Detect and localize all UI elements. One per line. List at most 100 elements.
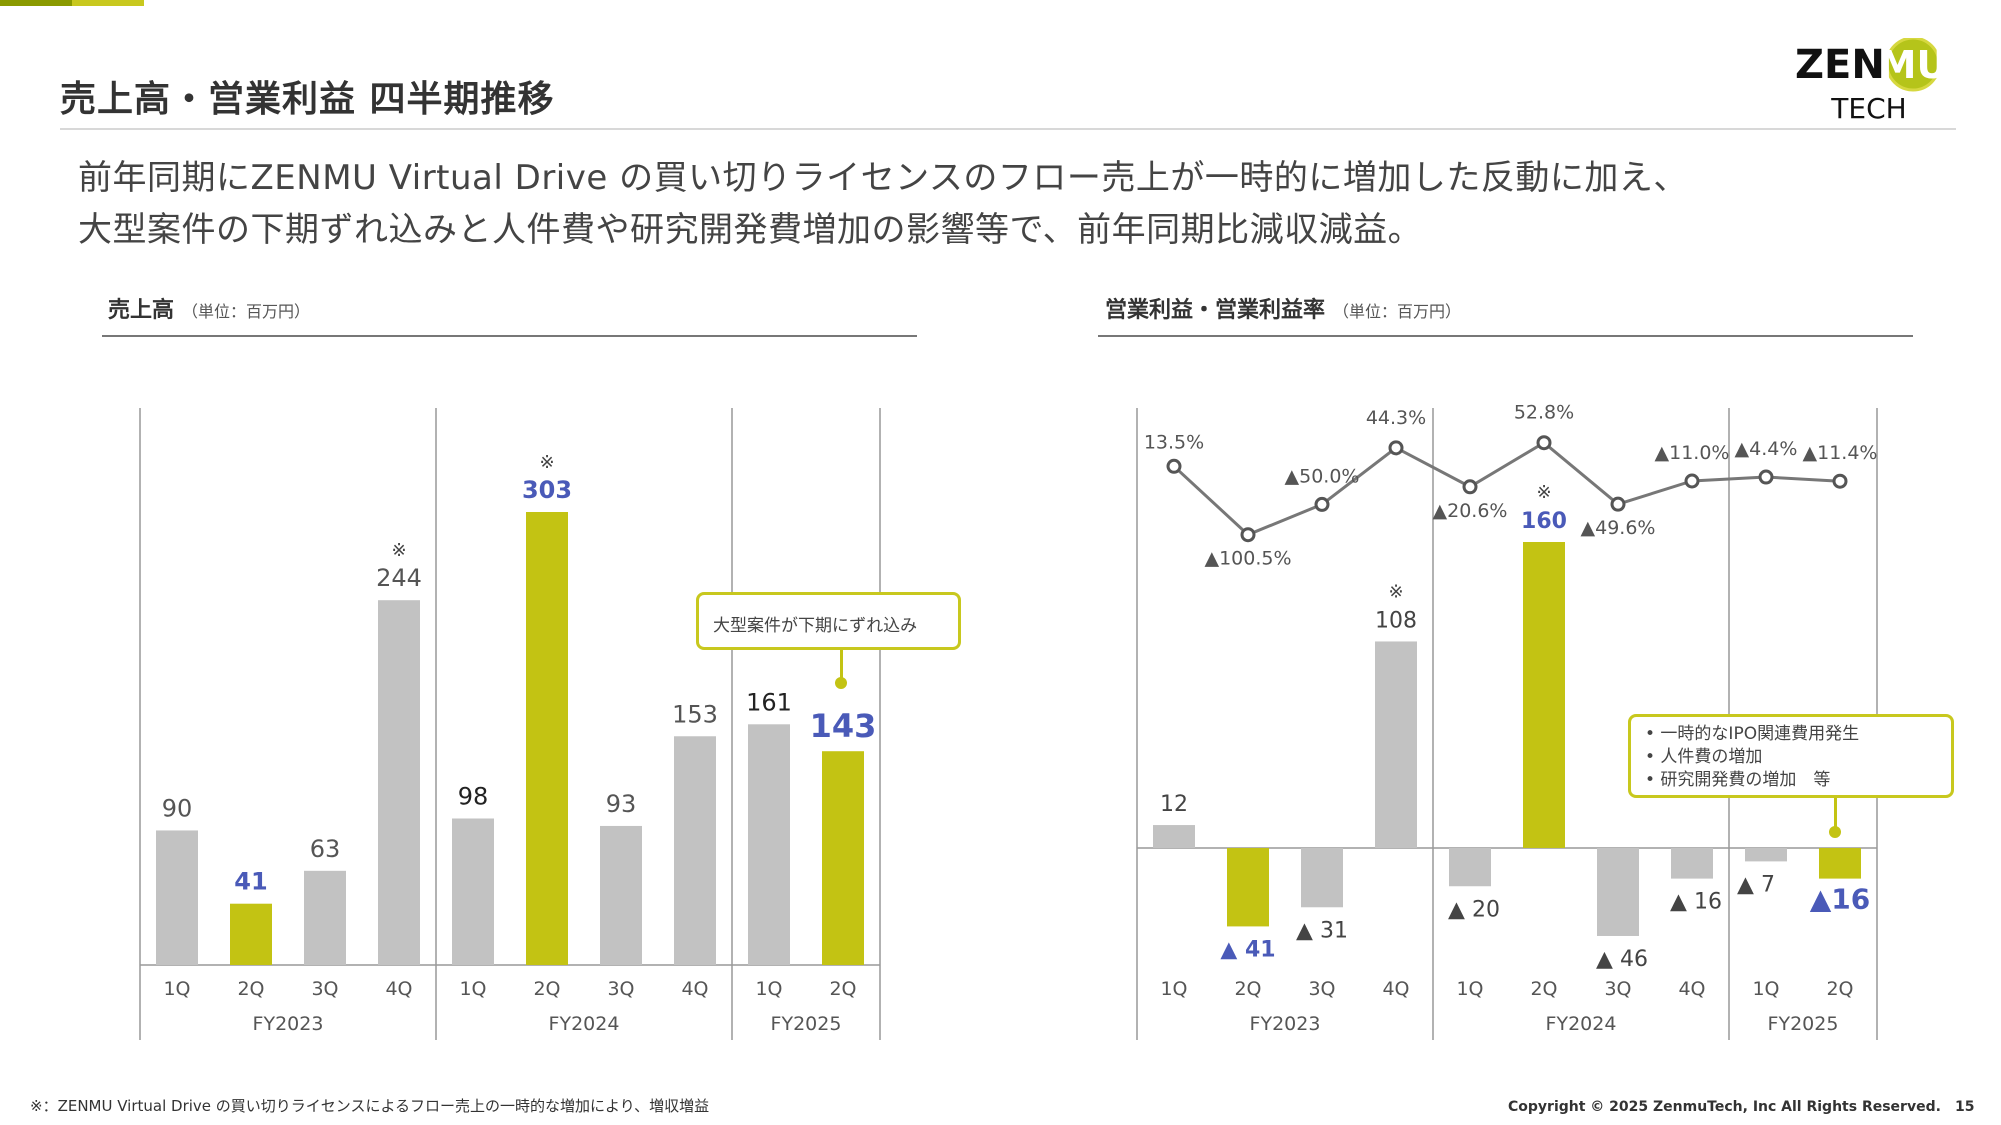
profit-value-label: 108	[1375, 608, 1417, 633]
sales-bar	[452, 818, 494, 965]
company-logo: ZEN MU TECH	[1795, 38, 1948, 122]
sales-category-label: 1Q	[163, 978, 190, 1000]
profit-bar	[1523, 542, 1565, 848]
sales-callout: 大型案件が下期にずれ込み	[696, 592, 961, 650]
sales-category-label: 4Q	[681, 978, 708, 1000]
profit-category-label: 2Q	[1826, 978, 1853, 1000]
sales-note-mark: ※	[539, 452, 554, 473]
sales-category-label: 1Q	[459, 978, 486, 1000]
sales-value-label: 63	[310, 835, 341, 863]
sales-value-label: 98	[458, 782, 489, 810]
sales-callout-connector	[840, 650, 843, 682]
profit-value-label: ▲ 31	[1296, 918, 1348, 943]
profit-category-label: 1Q	[1752, 978, 1779, 1000]
profit-category-label: 4Q	[1678, 978, 1705, 1000]
sales-fiscal-year-label: FY2025	[771, 1013, 842, 1035]
sales-category-label: 3Q	[607, 978, 634, 1000]
sales-category-label: 3Q	[311, 978, 338, 1000]
margin-line	[1172, 440, 1841, 537]
sales-section-title: 売上高 （単位：百万円）	[108, 292, 310, 324]
sales-chart-title: 売上高	[108, 298, 175, 323]
page-title: 売上高・営業利益 四半期推移	[60, 79, 555, 120]
profit-callout-connector	[1834, 798, 1837, 832]
sales-callout-dot	[835, 677, 847, 689]
profit-bar	[1301, 848, 1343, 908]
sales-category-label: 2Q	[237, 978, 264, 1000]
profit-chart-title: 営業利益・営業利益率	[1105, 298, 1326, 323]
sales-bar	[230, 903, 272, 965]
profit-bar	[1227, 848, 1269, 927]
margin-value-label: 13.5%	[1144, 431, 1204, 453]
profit-callout: • 一時的なIPO関連費用発生 • 人件費の増加 • 研究開発費の増加 等	[1628, 714, 1954, 798]
margin-point	[1462, 479, 1478, 495]
profit-callout-dot	[1829, 826, 1841, 838]
top-accent-bar	[0, 0, 72, 6]
sales-value-label: 161	[746, 688, 792, 716]
margin-point	[1314, 496, 1330, 512]
copyright: Copyright © 2025 ZenmuTech, Inc All Righ…	[1508, 1099, 1941, 1115]
page-number: 15	[1955, 1099, 1975, 1115]
profit-category-label: 2Q	[1530, 978, 1557, 1000]
sales-value-label: 41	[234, 868, 267, 896]
sales-value-label: 93	[606, 790, 637, 818]
margin-point	[1832, 473, 1848, 489]
sales-bar	[526, 512, 568, 965]
footnote: ※：ZENMU Virtual Drive の買い切りライセンスによるフロー売上…	[30, 1097, 710, 1115]
sales-bar	[156, 830, 198, 965]
sales-category-label: 2Q	[533, 978, 560, 1000]
profit-fiscal-year-label: FY2023	[1250, 1013, 1321, 1035]
profit-category-label: 1Q	[1456, 978, 1483, 1000]
sales-note-mark: ※	[391, 540, 406, 561]
sales-bar	[674, 736, 716, 965]
margin-value-label: ▲49.6%	[1581, 517, 1656, 539]
margin-value-label: ▲11.0%	[1655, 442, 1730, 464]
sales-bar	[822, 751, 864, 965]
sales-bar	[748, 724, 790, 965]
margin-point	[1240, 527, 1256, 543]
lead-text-line-2: 大型案件の下期ずれ込みと人件費や研究開発費増加の影響等で、前年同期比減収減益。	[78, 210, 1423, 250]
sales-value-label: 90	[162, 794, 193, 822]
margin-value-label: 52.8%	[1514, 402, 1574, 424]
title-divider	[60, 128, 1956, 130]
profit-category-label: 4Q	[1382, 978, 1409, 1000]
profit-bar	[1597, 848, 1639, 936]
profit-category-label: 2Q	[1234, 978, 1261, 1000]
profit-value-label: ▲ 7	[1737, 872, 1775, 897]
profit-note-mark: ※	[1388, 581, 1403, 602]
margin-value-label: 44.3%	[1366, 407, 1426, 429]
sales-section-rule	[102, 335, 917, 337]
profit-callout-item: • 研究開発費の増加 等	[1645, 770, 1831, 790]
margin-point	[1536, 435, 1552, 451]
sales-callout-text: 大型案件が下期にずれ込み	[713, 616, 918, 636]
profit-bar	[1745, 848, 1787, 862]
margin-point	[1610, 496, 1626, 512]
profit-value-label: ▲ 41	[1220, 937, 1275, 962]
margin-point	[1388, 440, 1404, 456]
sales-value-label: 153	[672, 700, 718, 728]
profit-category-label: 1Q	[1160, 978, 1187, 1000]
profit-value-label: ▲ 46	[1596, 947, 1648, 972]
sales-category-label: 1Q	[755, 978, 782, 1000]
margin-value-label: ▲20.6%	[1433, 500, 1508, 522]
sales-value-label: 303	[522, 476, 572, 504]
sales-fiscal-year-label: FY2024	[549, 1013, 620, 1035]
margin-value-label: ▲100.5%	[1204, 548, 1291, 570]
profit-section-title: 営業利益・営業利益率 （単位：百万円）	[1105, 292, 1461, 324]
sales-category-label: 2Q	[829, 978, 856, 1000]
logo-text-top: ZEN	[1795, 42, 1885, 88]
profit-category-label: 3Q	[1308, 978, 1335, 1000]
profit-value-label: ▲ 20	[1448, 897, 1500, 922]
lead-text-line-1: 前年同期にZENMU Virtual Drive の買い切りライセンスのフロー売…	[78, 158, 1688, 198]
logo-text-circle: MU	[1879, 43, 1948, 87]
sales-bar	[600, 825, 642, 965]
sales-value-label: 143	[810, 707, 877, 745]
profit-bar	[1671, 848, 1713, 879]
margin-value-label: ▲4.4%	[1735, 438, 1798, 460]
profit-callout-item: • 人件費の増加	[1645, 747, 1763, 767]
profit-value-label: ▲16	[1810, 883, 1871, 916]
sales-chart-unit: （単位：百万円）	[182, 302, 311, 321]
margin-point	[1758, 469, 1774, 485]
profit-bar	[1449, 848, 1491, 887]
